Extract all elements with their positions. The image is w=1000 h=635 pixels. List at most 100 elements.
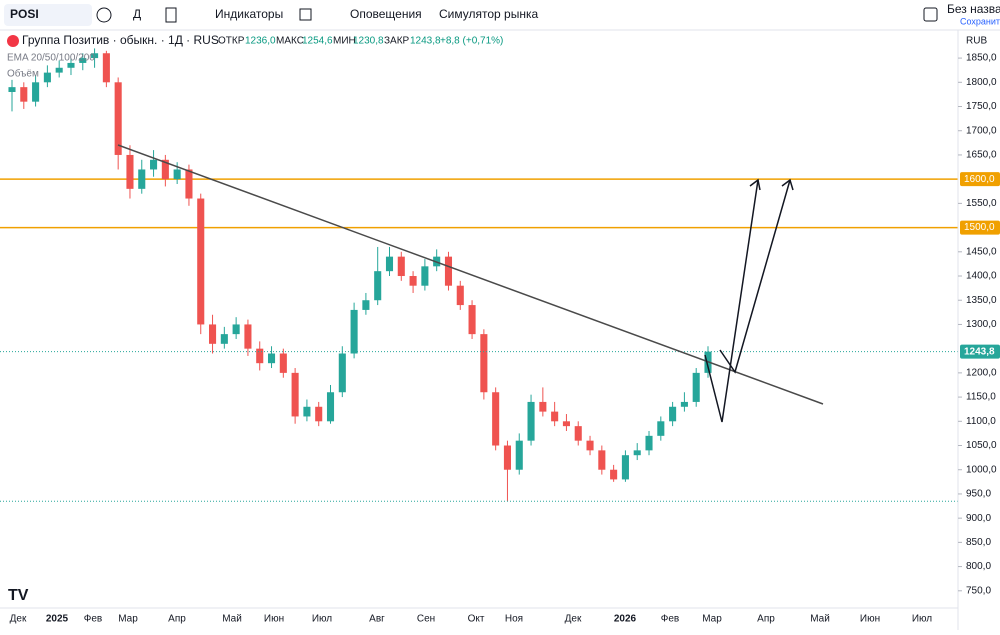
layout-name[interactable]: Без названи bbox=[947, 2, 1000, 16]
y-tick-label: 900,0 bbox=[966, 513, 991, 524]
candle-body bbox=[315, 406, 323, 422]
arrow-path[interactable] bbox=[704, 179, 759, 423]
y-tick-label: 1550,0 bbox=[966, 198, 997, 209]
interval[interactable]: Д bbox=[133, 7, 141, 21]
indicators[interactable]: Индикаторы bbox=[215, 7, 283, 21]
candle-body bbox=[209, 324, 217, 344]
candle-body bbox=[527, 401, 535, 441]
chart-title: Группа Позитив · обыкн. · 1Д · RUS bbox=[22, 33, 219, 47]
candle-body bbox=[350, 309, 358, 354]
logo bbox=[7, 35, 19, 47]
candle-body bbox=[669, 406, 677, 422]
candle-body bbox=[562, 421, 570, 427]
candle-body bbox=[444, 256, 453, 286]
y-tick-label: 1100,0 bbox=[966, 416, 996, 427]
symbol-box[interactable] bbox=[4, 4, 92, 26]
candle-body bbox=[374, 271, 382, 301]
y-tick-label: 1400,0 bbox=[966, 271, 997, 282]
plot bbox=[0, 48, 958, 502]
x-tick-label: Фев bbox=[84, 614, 102, 625]
y-tick-label: 850,0 bbox=[966, 537, 991, 548]
y-tick-label: 750,0 bbox=[966, 585, 991, 596]
save[interactable]: Сохранить bbox=[960, 16, 1000, 26]
replay[interactable]: Симулятор рынка bbox=[439, 7, 538, 21]
tv-logo: TV bbox=[8, 587, 29, 604]
candle-body bbox=[574, 426, 582, 441]
y-tick-label: 1300,0 bbox=[966, 319, 997, 330]
layout-icon[interactable] bbox=[923, 7, 938, 22]
y-tick-label: 1000,0 bbox=[966, 464, 997, 475]
x-tick-label: Фев bbox=[661, 614, 679, 625]
candle-body bbox=[67, 62, 75, 68]
arrow-path[interactable] bbox=[719, 179, 791, 374]
candle-body bbox=[385, 256, 394, 272]
candle-body bbox=[598, 450, 606, 470]
candle-body bbox=[409, 276, 417, 286]
candle-body bbox=[279, 353, 287, 373]
y-tick-label: 1050,0 bbox=[966, 440, 997, 451]
candle-body bbox=[256, 348, 264, 364]
candle-body bbox=[480, 334, 488, 393]
templates[interactable] bbox=[299, 8, 312, 21]
candle-body bbox=[8, 87, 16, 92]
y-tick-label: 1750,0 bbox=[966, 101, 997, 112]
trend-line[interactable] bbox=[117, 144, 824, 405]
y-tick-label: 1150,0 bbox=[966, 392, 996, 403]
arrow-head bbox=[781, 178, 794, 191]
candle-body bbox=[55, 67, 63, 73]
candle-body bbox=[362, 300, 370, 310]
x-tick-label: Июл bbox=[912, 614, 932, 625]
candle-body bbox=[303, 406, 311, 417]
x-tick-label: Июн bbox=[264, 614, 284, 625]
x-tick-label: 2025 bbox=[46, 614, 69, 625]
candle-body bbox=[114, 82, 122, 155]
alerts[interactable]: Оповещения bbox=[350, 7, 422, 21]
x-tick-label: Мар bbox=[702, 614, 722, 625]
candle-body bbox=[150, 159, 158, 170]
low: 1230,8 bbox=[353, 36, 384, 47]
candle-body bbox=[161, 159, 169, 180]
last-price-label: 1243,8 bbox=[964, 346, 995, 357]
y-tick-label: 1800,0 bbox=[966, 77, 997, 88]
y-tick-label: 1850,0 bbox=[966, 53, 997, 64]
level-label: 1600,0 bbox=[964, 174, 995, 185]
y-tick-label: 1700,0 bbox=[966, 125, 997, 136]
last-price-tag bbox=[960, 344, 1000, 359]
candle-body bbox=[492, 392, 500, 446]
candle-body bbox=[291, 372, 299, 417]
add-symbol[interactable] bbox=[96, 7, 112, 23]
y-tick-label: 800,0 bbox=[966, 561, 991, 572]
candle-body bbox=[43, 72, 51, 83]
candle-body bbox=[232, 324, 240, 335]
close-label: ЗАКР bbox=[384, 36, 410, 47]
candle-body bbox=[173, 169, 181, 180]
indicator-ema[interactable]: EMA 20/50/100/200 bbox=[7, 53, 95, 64]
candle-body bbox=[220, 334, 228, 344]
candle-body bbox=[680, 401, 688, 407]
level-label: 1500,0 bbox=[964, 222, 995, 233]
y-tick-label: 950,0 bbox=[966, 489, 991, 500]
change: +8,8 (+0,71%) bbox=[440, 36, 503, 47]
x-tick-label: Апр bbox=[757, 614, 775, 625]
x-tick-label: Дек bbox=[565, 614, 582, 625]
candle-body bbox=[197, 198, 205, 325]
chart-type[interactable] bbox=[165, 7, 177, 23]
open-label: ОТКР bbox=[218, 36, 245, 47]
candle-body bbox=[326, 392, 335, 422]
currency[interactable]: RUB bbox=[966, 36, 987, 47]
candle-body bbox=[633, 450, 641, 456]
candle-body bbox=[32, 82, 40, 102]
candle-body bbox=[102, 53, 110, 83]
x-tick-label: Апр bbox=[168, 614, 186, 625]
x-tick-label: Июн bbox=[860, 614, 880, 625]
candle-body bbox=[503, 445, 511, 470]
indicator-volume[interactable]: Объём bbox=[7, 68, 39, 80]
candle-body bbox=[657, 421, 665, 436]
symbol[interactable]: POSI bbox=[10, 7, 39, 21]
x-tick-label: Сен bbox=[417, 614, 435, 625]
candle-body bbox=[126, 154, 134, 189]
candle-body bbox=[79, 58, 87, 63]
low-label: МИН bbox=[333, 36, 356, 47]
candle-body bbox=[551, 411, 559, 422]
x-tick-label: Май bbox=[810, 614, 830, 625]
